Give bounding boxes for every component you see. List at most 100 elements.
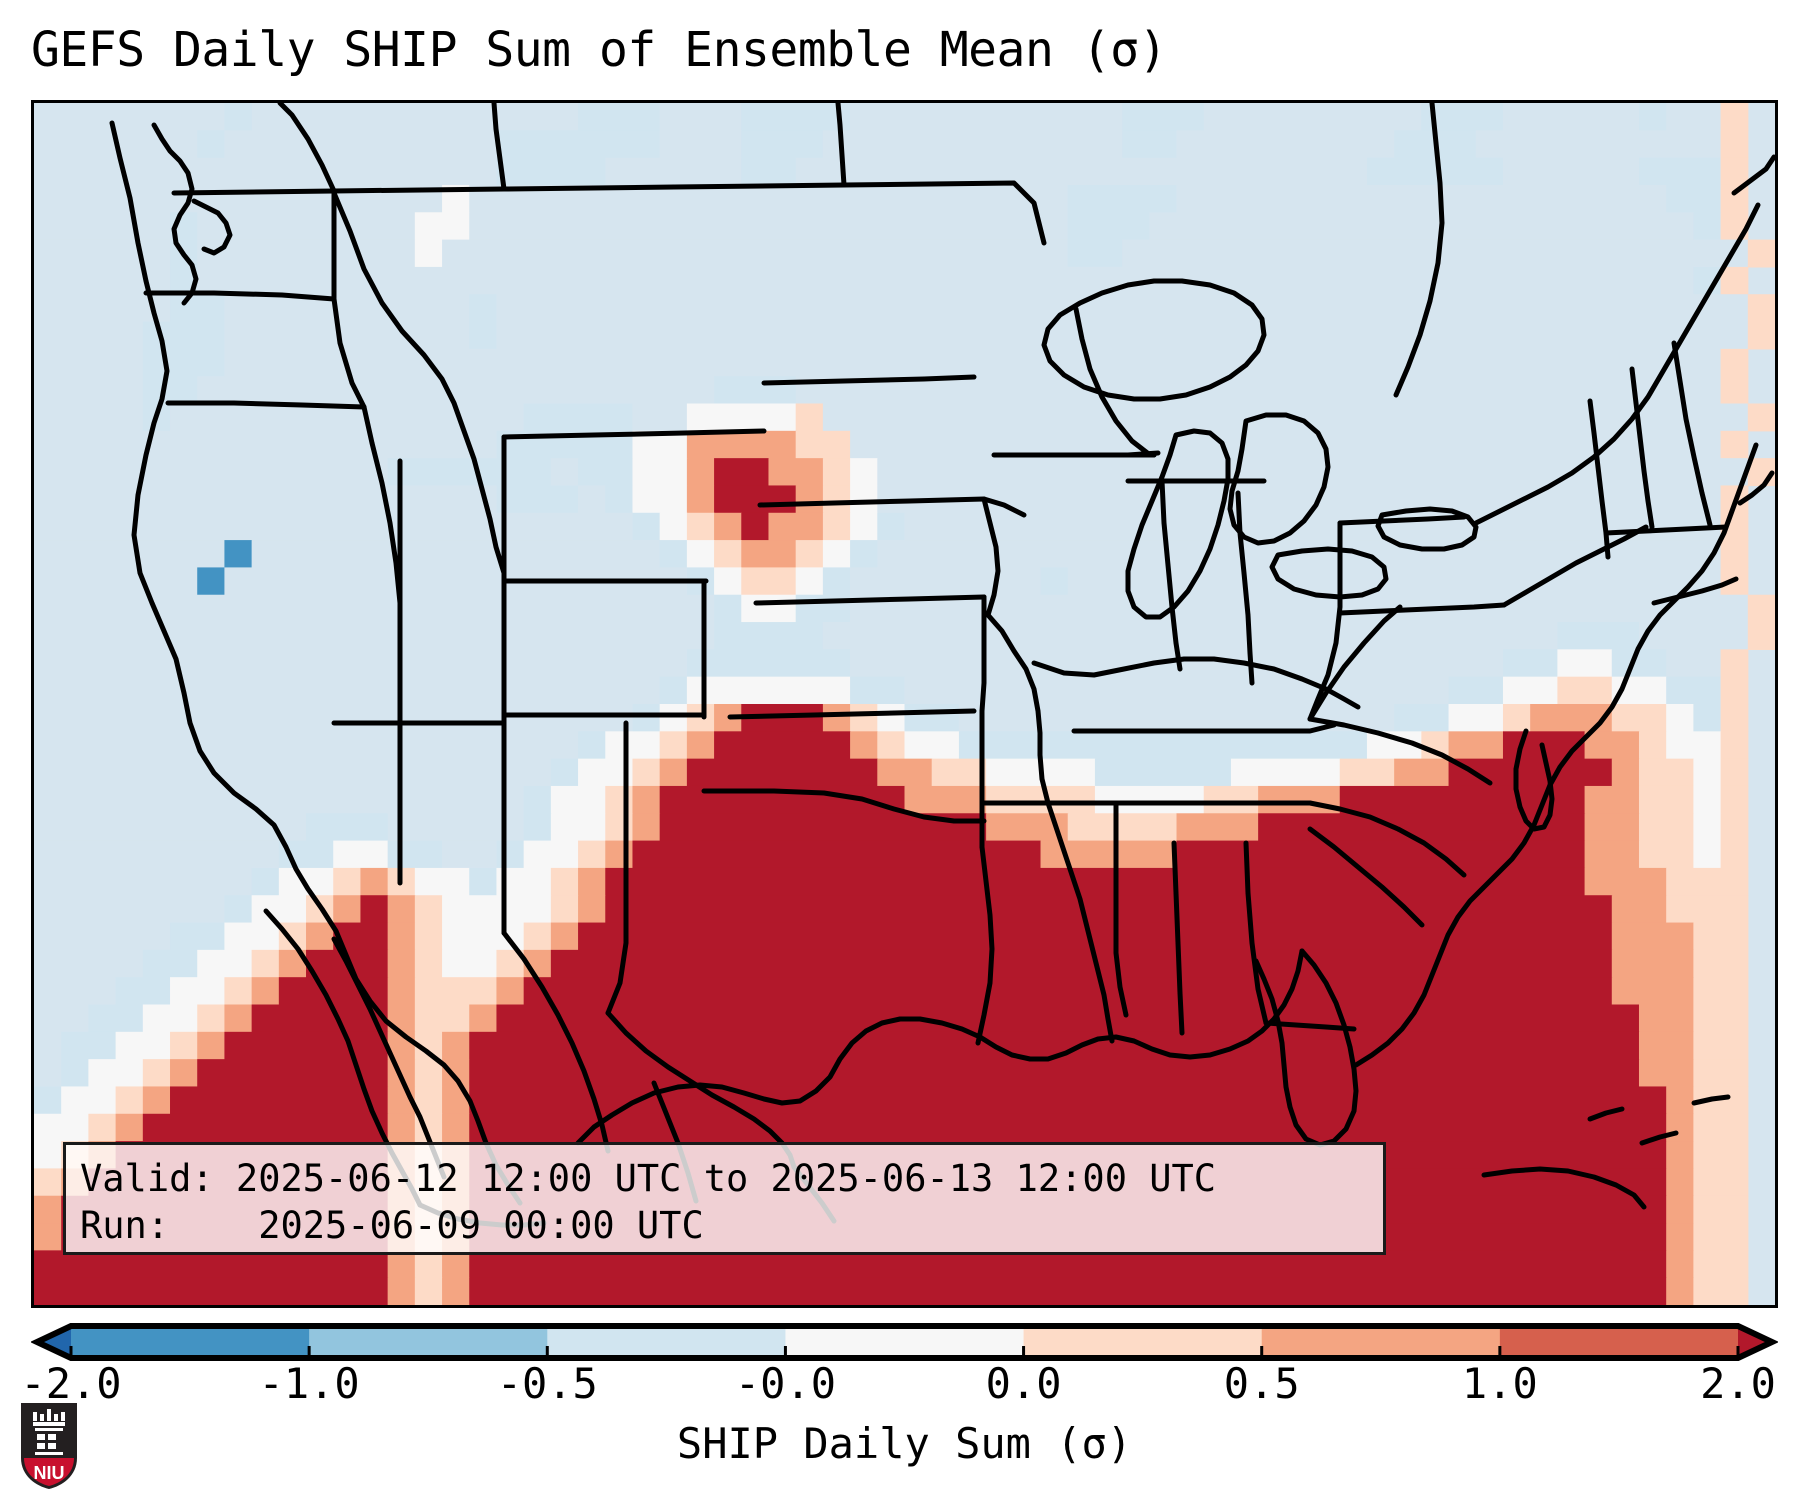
heat-cell: [1666, 1250, 1694, 1279]
colorbar-tick-marks: [69, 1346, 1740, 1360]
heat-cell: [1693, 704, 1722, 732]
state-border-ne-ks: [753, 594, 987, 606]
colorbar-tick-label: -0.5: [496, 1359, 598, 1408]
heat-cell: [523, 785, 552, 814]
heat-cell: [1448, 704, 1504, 732]
heat-cell: [170, 294, 226, 323]
heat-cell: [659, 130, 742, 159]
heat-cell: [795, 157, 1368, 186]
state-border-mt-wy: [501, 428, 767, 440]
heat-cell: [1693, 813, 1722, 842]
heat-cell: [714, 594, 742, 623]
heat-cell: [414, 212, 470, 241]
heat-cell: [686, 512, 715, 541]
heat-cell: [686, 649, 851, 678]
heat-cell: [496, 977, 525, 1006]
heat-cell: [61, 1086, 117, 1115]
heat-cell: [224, 1004, 253, 1033]
heat-cell: [632, 785, 661, 814]
heat-cell: [34, 867, 253, 896]
heat-cell: [1720, 348, 1749, 377]
heat-cell: [1747, 622, 1775, 650]
colorbar-segment: [1261, 1326, 1501, 1358]
state-border-in-oh: [1235, 490, 1255, 686]
niu-logo-text: NIU: [34, 1463, 65, 1483]
heat-cell: [1666, 895, 1749, 924]
heat-cell: [1067, 212, 1150, 241]
heat-cell: [1067, 239, 1123, 268]
colorbar-segment: [1023, 1326, 1263, 1358]
heat-cell: [1720, 785, 1749, 814]
state-border-ms-al: [1171, 840, 1185, 1036]
heat-cell: [1720, 649, 1749, 678]
heat-cell: [387, 1250, 416, 1279]
heat-cell: [1693, 977, 1749, 1006]
heat-cell: [1720, 130, 1749, 159]
heat-cell: [1638, 1031, 1694, 1060]
heat-cell: [387, 922, 416, 951]
heat-cell: [1448, 731, 1504, 760]
heat-cell: [523, 403, 634, 432]
heat-cell: [550, 922, 579, 951]
heat-cell: [1720, 676, 1749, 705]
coastline-pacific: [109, 120, 523, 1206]
state-border-ok-tx: [701, 788, 987, 824]
heat-cell: [1747, 594, 1775, 623]
heat-cell: [1611, 895, 1667, 924]
heat-cell: [1666, 1223, 1694, 1251]
heat-cell: [197, 1031, 226, 1060]
heat-cell: [142, 1113, 389, 1142]
heat-cell: [197, 949, 253, 978]
heat-cell: [1122, 239, 1749, 268]
heat-cell: [414, 949, 443, 978]
heat-cell: [34, 1059, 62, 1088]
heat-cell: [387, 977, 416, 1006]
heat-cell: [822, 130, 1123, 159]
heat-cell: [1149, 212, 1694, 241]
heat-cell: [714, 512, 742, 541]
heat-cell: [251, 540, 661, 569]
state-border-or-ca: [165, 400, 367, 410]
heat-cell: [442, 840, 498, 869]
great-lake-ontario: [1375, 506, 1479, 552]
state-border-sd-ne: [757, 496, 1027, 518]
heat-cell: [34, 321, 144, 350]
heat-cell: [442, 239, 1069, 268]
heat-cell: [605, 813, 634, 842]
heat-cell: [469, 321, 498, 350]
heat-cell: [387, 458, 552, 487]
heat-cell: [523, 813, 552, 842]
state-border-al-ga: [1243, 840, 1269, 1026]
heat-cell: [632, 403, 688, 432]
heat-cell: [34, 1141, 62, 1170]
heat-cell: [34, 622, 715, 650]
state-border-id-west: [331, 190, 403, 606]
heat-cell: [523, 922, 552, 951]
heat-cell: [251, 1004, 389, 1033]
heat-cell: [1557, 676, 1613, 705]
heat-cell: [1693, 1250, 1749, 1279]
heat-cell: [550, 867, 579, 896]
heat-cell: [34, 157, 498, 186]
state-border-nm-tx: [605, 720, 629, 1016]
heat-cell: [1611, 949, 1694, 978]
heat-cell: [469, 1004, 498, 1033]
map-heatmap: [34, 103, 1775, 1305]
valid-run-info-box: Valid: 2025-06-12 12:00 UTC to 2025-06-1…: [63, 1142, 1386, 1255]
heat-cell: [414, 895, 443, 924]
heat-cell: [142, 949, 198, 978]
colorbar-under-arrow: [37, 1326, 71, 1358]
heat-cell: [1693, 1004, 1749, 1033]
heat-cell: [605, 731, 661, 760]
heat-cell: [795, 376, 1722, 405]
heat-cell: [1584, 813, 1640, 842]
heat-cell: [1720, 704, 1749, 732]
heat-cell: [1611, 977, 1694, 1006]
niu-shield-red-band: [24, 1458, 74, 1486]
heat-cell: [306, 922, 334, 951]
coastline-new-england: [1737, 470, 1775, 506]
heat-cell: [1611, 922, 1694, 951]
heat-cell: [34, 1250, 389, 1279]
state-border-ky-tn: [1071, 722, 1337, 734]
colorbar-tick-label: -0.0: [734, 1359, 836, 1408]
